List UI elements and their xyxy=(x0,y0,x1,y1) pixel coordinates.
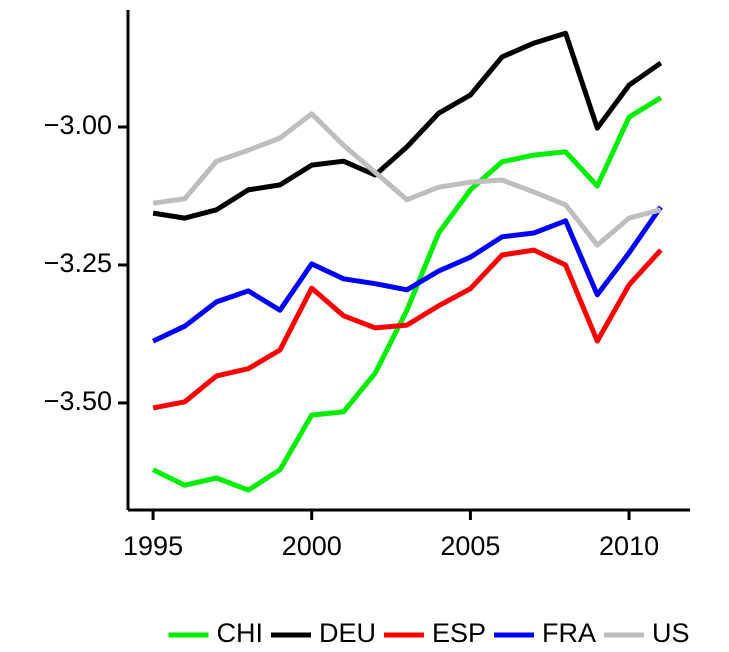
x-tick-label: 2000 xyxy=(282,531,342,561)
x-tick-label: 2010 xyxy=(599,531,659,561)
series-line xyxy=(152,111,662,248)
series-line xyxy=(152,247,663,411)
y-tick-label: −3.25 xyxy=(44,248,112,278)
legend: CHI DEU ESP FRA US xyxy=(168,618,690,648)
legend-label: FRA xyxy=(542,618,596,648)
y-tick-label: −3.50 xyxy=(44,386,112,416)
series-line xyxy=(152,205,663,344)
series-line xyxy=(152,30,663,221)
legend-label: ESP xyxy=(432,618,486,648)
legend-label: CHI xyxy=(216,618,263,648)
x-tick-label: 2005 xyxy=(440,531,500,561)
y-tick-label: −3.00 xyxy=(44,110,112,140)
legend-label: US xyxy=(652,618,690,648)
legend-label: DEU xyxy=(319,618,376,648)
series-line xyxy=(152,95,663,493)
plot-area: −3.50 −3.25 −3.00 1995 2000 2005 2010 xyxy=(44,10,690,561)
x-tick-label: 1995 xyxy=(123,531,183,561)
